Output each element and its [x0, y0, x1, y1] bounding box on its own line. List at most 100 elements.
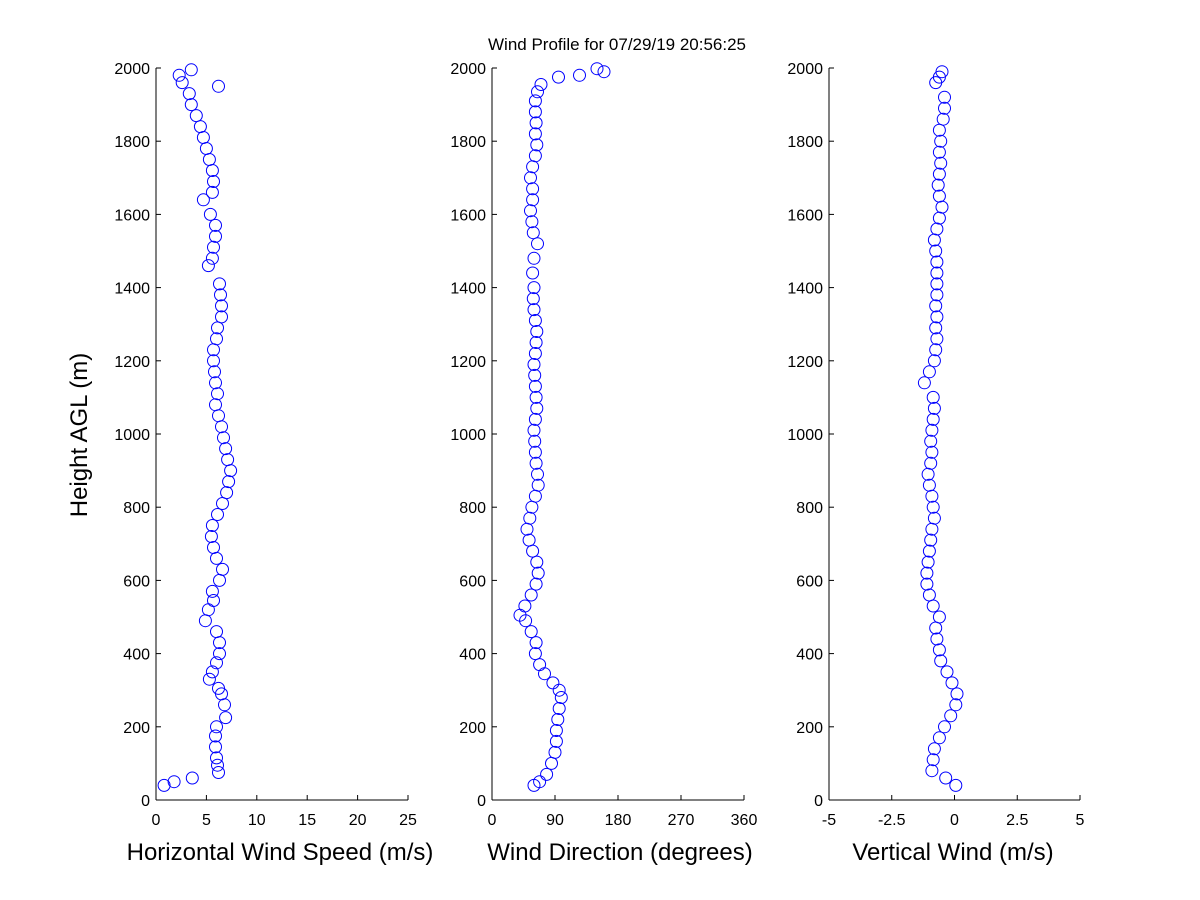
- data-point: [528, 489, 542, 503]
- y-tick-label: 600: [796, 573, 823, 590]
- y-tick-label: 1200: [114, 354, 150, 371]
- y-tick-label: 0: [477, 793, 486, 810]
- data-point: [528, 445, 542, 459]
- data-point: [545, 756, 558, 770]
- data-point: [212, 409, 225, 423]
- data-point: [925, 764, 939, 778]
- data-point: [538, 667, 551, 681]
- data-point: [202, 153, 216, 166]
- data-point: [211, 508, 224, 521]
- y-tick-label: 200: [459, 720, 486, 737]
- data-point: [938, 720, 951, 734]
- y-tick-label: 1000: [114, 427, 150, 444]
- data-point: [590, 62, 604, 76]
- data-point: [199, 142, 213, 155]
- data-point: [934, 654, 948, 668]
- data-point: [526, 226, 540, 240]
- x-tick-label: -5: [822, 812, 836, 829]
- data-point: [930, 332, 944, 346]
- data-point: [552, 70, 565, 84]
- x-tick-label: 360: [731, 812, 758, 829]
- data-point: [213, 277, 226, 291]
- data-point: [210, 656, 223, 670]
- data-point: [527, 303, 541, 317]
- data-point: [196, 131, 210, 144]
- data-point: [205, 665, 219, 679]
- data-point: [528, 105, 542, 119]
- data-point: [217, 431, 230, 445]
- y-tick-label: 200: [123, 720, 150, 737]
- data-point: [205, 584, 219, 598]
- x-tick-label: 180: [605, 812, 632, 829]
- data-point: [927, 511, 941, 525]
- y-tick-label: 400: [123, 647, 150, 664]
- y-tick-label: 200: [796, 720, 823, 737]
- data-point: [924, 533, 938, 547]
- data-point: [926, 390, 940, 404]
- y-tick-label: 2000: [787, 61, 823, 78]
- x-tick-label: -2.5: [878, 812, 906, 829]
- data-point: [929, 621, 943, 635]
- data-point: [548, 745, 562, 759]
- data-point: [926, 753, 940, 767]
- data-point: [218, 698, 231, 712]
- x-axis-label: Vertical Wind (m/s): [852, 839, 1053, 866]
- data-point: [527, 423, 541, 437]
- data-point: [526, 182, 540, 196]
- data-point: [526, 292, 540, 306]
- y-tick-label: 800: [459, 500, 486, 517]
- data-point: [211, 321, 224, 335]
- y-tick-label: 1400: [787, 281, 823, 298]
- data-point: [221, 453, 235, 467]
- data-point: [193, 120, 207, 134]
- data-point: [212, 766, 225, 779]
- data-point: [207, 541, 220, 554]
- y-tick-label: 2000: [450, 61, 486, 78]
- data-point: [549, 734, 563, 748]
- data-point: [212, 681, 225, 695]
- data-point: [925, 522, 939, 536]
- data-point: [528, 647, 542, 661]
- data-point: [528, 347, 542, 360]
- data-point: [172, 68, 186, 82]
- data-point: [529, 116, 543, 130]
- data-point: [930, 222, 944, 236]
- data-point: [204, 530, 218, 543]
- data-point: [932, 123, 946, 137]
- data-point: [938, 90, 951, 104]
- data-point: [927, 354, 941, 368]
- data-point: [945, 676, 959, 690]
- data-point: [524, 204, 537, 218]
- data-point: [216, 562, 229, 576]
- data-point: [924, 456, 938, 470]
- data-point: [927, 233, 941, 247]
- y-tick-label: 0: [141, 793, 150, 810]
- data-point: [929, 244, 943, 258]
- x-tick-label: 2.5: [1006, 812, 1028, 829]
- y-tick-label: 400: [796, 647, 823, 664]
- data-point: [930, 310, 944, 324]
- data-point: [215, 299, 228, 313]
- data-point: [528, 379, 542, 393]
- data-point: [210, 625, 223, 639]
- y-tick-label: 1200: [450, 354, 486, 371]
- data-point: [212, 79, 225, 93]
- data-point: [924, 434, 938, 448]
- x-tick-label: 25: [399, 812, 417, 829]
- data-point: [922, 478, 936, 492]
- data-point: [949, 698, 963, 712]
- data-point: [522, 533, 536, 547]
- data-point: [934, 134, 948, 148]
- data-point: [527, 251, 541, 265]
- data-point: [529, 336, 543, 349]
- data-point: [210, 332, 223, 346]
- data-point: [213, 636, 226, 650]
- x-tick-label: 0: [488, 812, 497, 829]
- x-tick-label: 90: [546, 812, 564, 829]
- y-axis-label: Height AGL (m): [66, 353, 93, 518]
- data-point: [531, 237, 544, 251]
- data-point: [528, 127, 542, 141]
- data-point: [189, 109, 203, 123]
- data-point: [597, 65, 611, 79]
